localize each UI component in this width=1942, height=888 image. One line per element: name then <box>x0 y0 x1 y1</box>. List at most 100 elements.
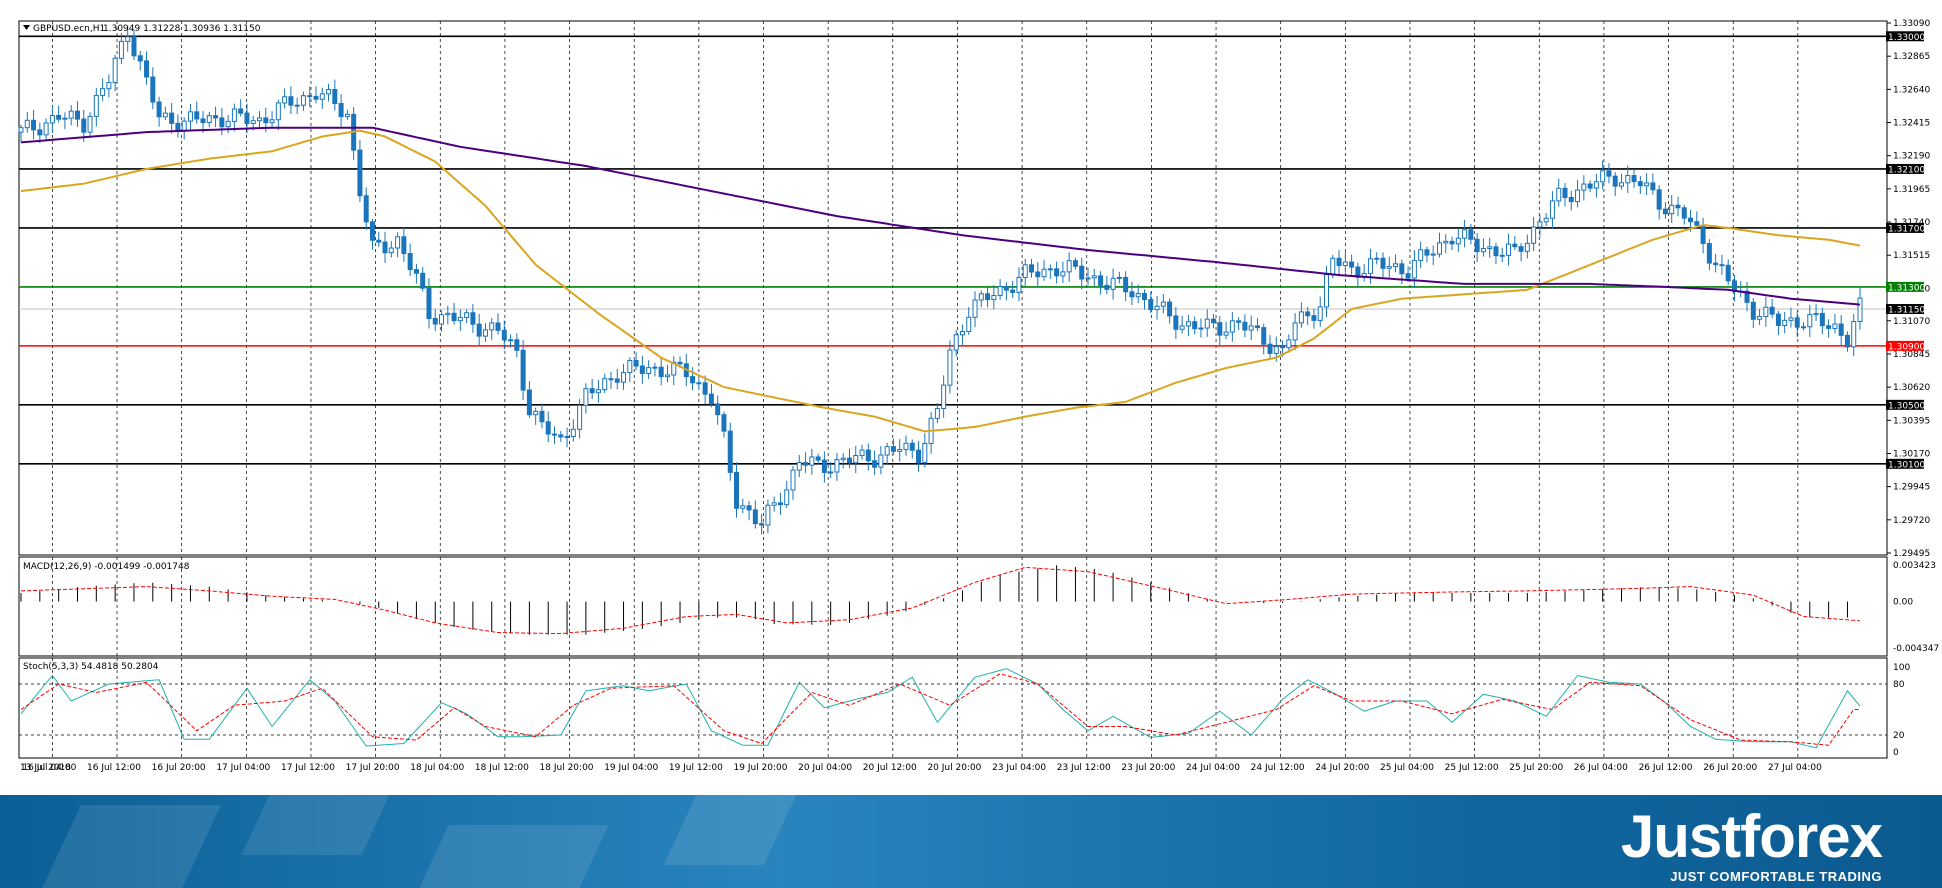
candle-body <box>1688 217 1694 223</box>
candle-body <box>1662 208 1668 215</box>
candle-body <box>206 115 212 124</box>
candle-body <box>269 119 275 124</box>
candle-body <box>922 442 928 464</box>
candle-body <box>213 115 219 119</box>
candle-body <box>1744 290 1750 303</box>
candle-body <box>1298 311 1304 324</box>
candle-body <box>878 454 884 468</box>
candle-body <box>1838 323 1844 336</box>
candle-body <box>897 448 903 452</box>
ma-fast-line <box>20 129 1861 433</box>
brand-banner <box>0 795 1942 888</box>
candle-body <box>1719 264 1725 267</box>
candle-body <box>583 388 589 406</box>
candle-body <box>545 421 551 435</box>
price-panel-frame <box>18 20 1888 556</box>
level-tag-label: 1.30500 <box>1888 401 1925 411</box>
macd-axis: 0.003423 0.00 -0.004347 <box>1893 561 1939 654</box>
candle-body <box>451 312 457 322</box>
candle-body <box>884 446 890 456</box>
candle-body <box>1110 277 1116 290</box>
candle-body <box>872 460 878 468</box>
candle-body <box>715 403 721 416</box>
ohlc-label: 1.30949 1.31228 1.30936 1.31150 <box>103 24 261 34</box>
candle-body <box>621 372 627 383</box>
candle-body <box>49 114 55 124</box>
candle-body <box>420 272 426 289</box>
logo-wordmark: Justforex <box>1620 803 1883 870</box>
x-tick-label: 24 Jul 04:00 <box>1186 763 1240 773</box>
candle-body <box>1003 286 1009 291</box>
candle-body <box>257 117 263 122</box>
candle-body <box>577 404 583 430</box>
candle-body <box>595 389 601 394</box>
x-tick-label: 19 Jul 20:00 <box>734 763 788 773</box>
candle-body <box>1782 319 1788 326</box>
candle-body <box>558 434 564 438</box>
candle-body <box>953 334 959 351</box>
candle-body <box>777 502 783 506</box>
candle-body <box>319 93 325 100</box>
candle-body <box>1581 183 1587 191</box>
candle-body <box>1141 292 1147 300</box>
candle-body <box>1173 315 1179 330</box>
stoch-tick-label: 100 <box>1893 663 1910 673</box>
candle-body <box>464 312 470 318</box>
candle-body <box>1637 181 1643 187</box>
candle-body <box>765 504 771 526</box>
candle-body <box>1575 189 1581 203</box>
candle-body <box>514 339 520 351</box>
candle-body <box>752 509 758 525</box>
candle-body <box>1468 229 1474 240</box>
candle-body <box>87 115 93 133</box>
candle-body <box>727 430 733 473</box>
candle-body <box>445 312 451 316</box>
x-tick-label: 25 Jul 20:00 <box>1509 763 1563 773</box>
candle-body <box>1292 322 1298 341</box>
candle-body <box>1606 170 1612 177</box>
candle-body <box>181 120 187 132</box>
candle-body <box>407 253 413 271</box>
candle-body <box>413 269 419 274</box>
candle-body <box>1029 264 1035 273</box>
logo-tagline: JUST COMFORTABLE TRADING <box>1670 869 1882 884</box>
candle-body <box>150 76 156 103</box>
candle-body <box>1788 317 1794 321</box>
candle-body <box>1562 187 1568 199</box>
candle-body <box>344 113 350 118</box>
candle-body <box>457 316 463 322</box>
candle-body <box>934 408 940 419</box>
x-tick-label: 19 Jul 12:00 <box>669 763 723 773</box>
symbol-label: GBPUSD.ecn,H1 <box>33 24 105 34</box>
candle-body <box>1807 314 1813 328</box>
candle-body <box>338 103 344 118</box>
candle-body <box>131 36 137 57</box>
y-tick-label: 1.33090 <box>1893 19 1930 29</box>
symbol-dropdown-icon[interactable] <box>23 25 30 30</box>
candle-body <box>903 442 909 450</box>
candle-body <box>288 96 294 106</box>
candle-body <box>1242 321 1248 331</box>
candle-body <box>81 118 87 133</box>
x-tick-label: 16 Jul 20:00 <box>152 763 206 773</box>
candle-body <box>526 389 532 416</box>
x-tick-label: 16 Jul 12:00 <box>87 763 141 773</box>
level-tag-label: 1.31300 <box>1888 283 1925 293</box>
candle-body <box>959 331 965 336</box>
candle-body <box>382 241 388 254</box>
candle-body <box>489 322 495 331</box>
y-tick-label: 1.30170 <box>1893 449 1930 459</box>
level-tag <box>1886 340 1924 351</box>
candle-body <box>834 459 840 473</box>
x-tick-label: 23 Jul 12:00 <box>1057 763 1111 773</box>
candle-body <box>633 360 639 367</box>
candle-body <box>1618 182 1624 187</box>
candle-body <box>1769 306 1775 315</box>
y-tick-label: 1.30845 <box>1893 350 1930 360</box>
candle-body <box>1612 175 1618 187</box>
candle-body <box>570 428 576 438</box>
x-tick-label: 19 Jul 04:00 <box>604 763 658 773</box>
level-tag <box>1886 458 1924 469</box>
level-tag <box>1886 281 1924 292</box>
